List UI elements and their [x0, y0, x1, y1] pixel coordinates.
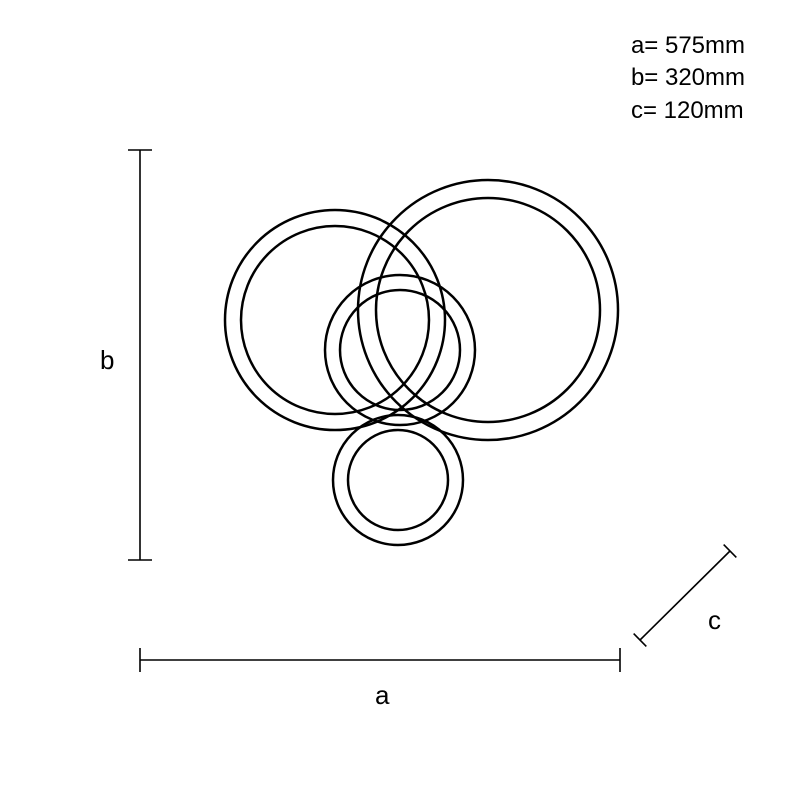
dimension-label-b: b [100, 345, 114, 376]
dimension-label-a: a [375, 680, 389, 711]
diagram-canvas: a= 575mm b= 320mm c= 120mm b a c [0, 0, 800, 800]
dimension-label-c: c [708, 605, 721, 636]
technical-drawing-svg [0, 0, 800, 800]
